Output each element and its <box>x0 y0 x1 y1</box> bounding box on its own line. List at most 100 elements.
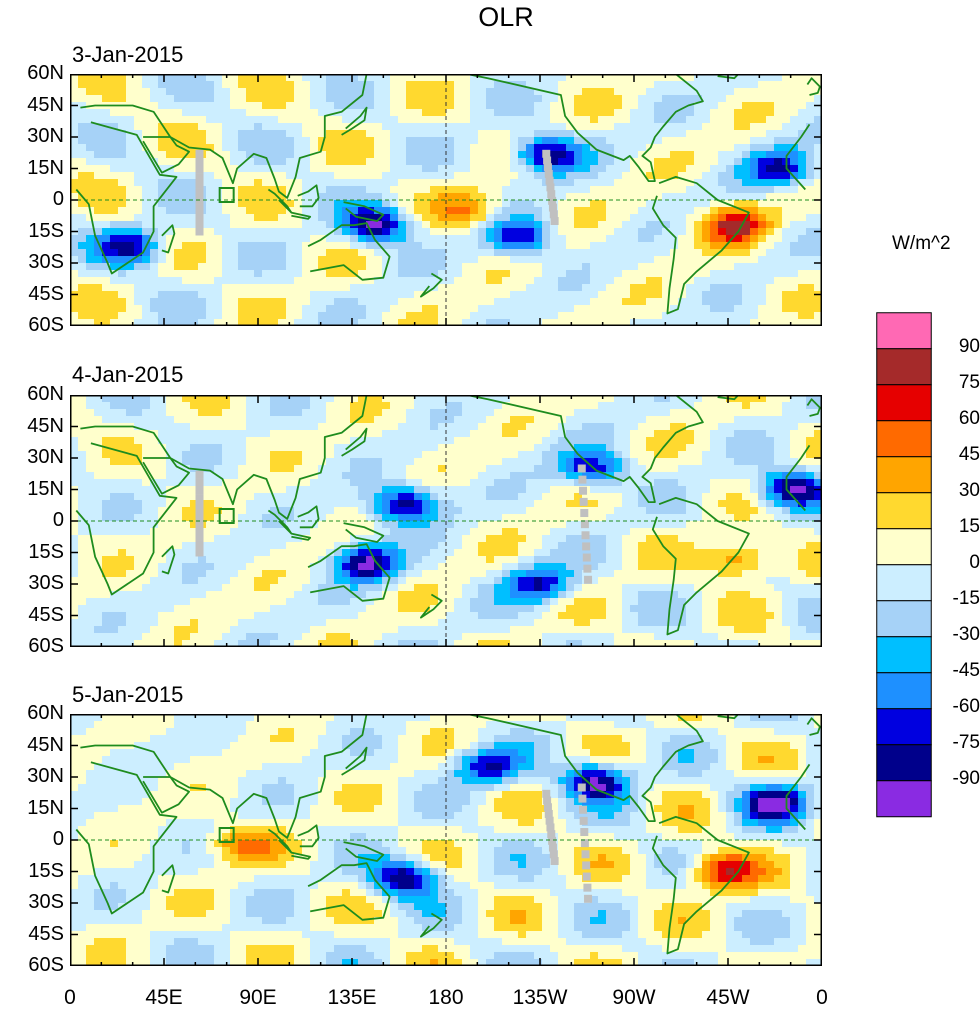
field-cell <box>574 116 583 124</box>
panel-2-date: 4-Jan-2015 <box>72 362 184 387</box>
field-cell <box>326 158 335 166</box>
field-cell <box>286 200 295 208</box>
field-cell <box>414 235 423 243</box>
field-cell <box>446 235 455 243</box>
field-cell <box>390 479 399 487</box>
field-cell <box>134 263 143 271</box>
field-cell <box>518 298 527 306</box>
field-cell <box>638 88 647 96</box>
field-cell <box>86 535 95 543</box>
field-cell <box>158 402 167 410</box>
field-cell <box>606 207 615 215</box>
field-cell <box>598 193 607 201</box>
field-cell <box>390 521 399 529</box>
field-cell <box>174 179 183 187</box>
field-cell <box>390 437 399 445</box>
field-cell <box>742 228 751 236</box>
field-cell <box>446 305 455 313</box>
field-cell <box>438 235 447 243</box>
field-cell <box>390 235 399 243</box>
field-cell <box>302 249 311 257</box>
field-cell <box>166 458 175 466</box>
field-cell <box>654 144 663 152</box>
field-cell <box>94 416 103 424</box>
field-cell <box>566 186 575 194</box>
field-cell <box>126 416 135 424</box>
field-cell <box>262 451 271 459</box>
field-cell <box>318 591 327 599</box>
field-cell <box>422 207 431 215</box>
field-cell <box>774 277 783 285</box>
field-cell <box>494 312 503 320</box>
field-cell <box>142 423 151 431</box>
field-cell <box>350 207 359 215</box>
field-cell <box>350 584 359 592</box>
field-cell <box>174 430 183 438</box>
field-cell <box>254 263 263 271</box>
field-cell <box>814 95 823 103</box>
field-cell <box>238 528 247 536</box>
field-cell <box>150 409 159 417</box>
field-cell <box>214 249 223 257</box>
field-cell <box>342 640 351 648</box>
field-cell <box>166 123 175 131</box>
field-cell <box>550 249 559 257</box>
field-cell <box>158 605 167 613</box>
field-cell <box>318 242 327 250</box>
field-cell <box>398 277 407 285</box>
field-cell <box>302 263 311 271</box>
field-cell <box>150 179 159 187</box>
field-cell <box>238 221 247 229</box>
field-cell <box>814 235 823 243</box>
field-cell <box>478 144 487 152</box>
missing-data-cell <box>542 149 551 158</box>
field-cell <box>398 584 407 592</box>
field-cell <box>806 109 815 117</box>
field-cell <box>126 221 135 229</box>
field-cell <box>110 116 119 124</box>
field-cell <box>470 88 479 96</box>
field-cell <box>598 256 607 264</box>
missing-data-cell <box>544 169 553 178</box>
field-cell <box>262 633 271 641</box>
field-cell <box>190 493 199 501</box>
field-cell <box>150 74 159 82</box>
field-cell <box>262 270 271 278</box>
field-cell <box>622 144 631 152</box>
field-cell <box>598 179 607 187</box>
field-cell <box>366 249 375 257</box>
field-cell <box>238 137 247 145</box>
field-cell <box>142 249 151 257</box>
field-cell <box>254 179 263 187</box>
field-cell <box>718 165 727 173</box>
field-cell <box>630 123 639 131</box>
field-cell <box>246 319 255 327</box>
field-cell <box>302 151 311 159</box>
field-cell <box>126 179 135 187</box>
field-cell <box>142 193 151 201</box>
field-cell <box>430 144 439 152</box>
field-cell <box>374 207 383 215</box>
field-cell <box>798 312 807 320</box>
field-cell <box>278 235 287 243</box>
field-cell <box>614 144 623 152</box>
field-cell <box>558 200 567 208</box>
field-cell <box>798 102 807 110</box>
field-cell <box>294 151 303 159</box>
field-cell <box>462 151 471 159</box>
field-cell <box>294 200 303 208</box>
field-cell <box>166 249 175 257</box>
field-cell <box>334 444 343 452</box>
field-cell <box>598 270 607 278</box>
field-cell <box>334 74 343 82</box>
field-cell <box>574 319 583 327</box>
field-cell <box>214 235 223 243</box>
field-cell <box>686 207 695 215</box>
field-cell <box>150 507 159 515</box>
field-cell <box>366 123 375 131</box>
field-cell <box>286 116 295 124</box>
field-cell <box>590 256 599 264</box>
field-cell <box>742 109 751 117</box>
field-cell <box>582 186 591 194</box>
field-cell <box>214 626 223 634</box>
